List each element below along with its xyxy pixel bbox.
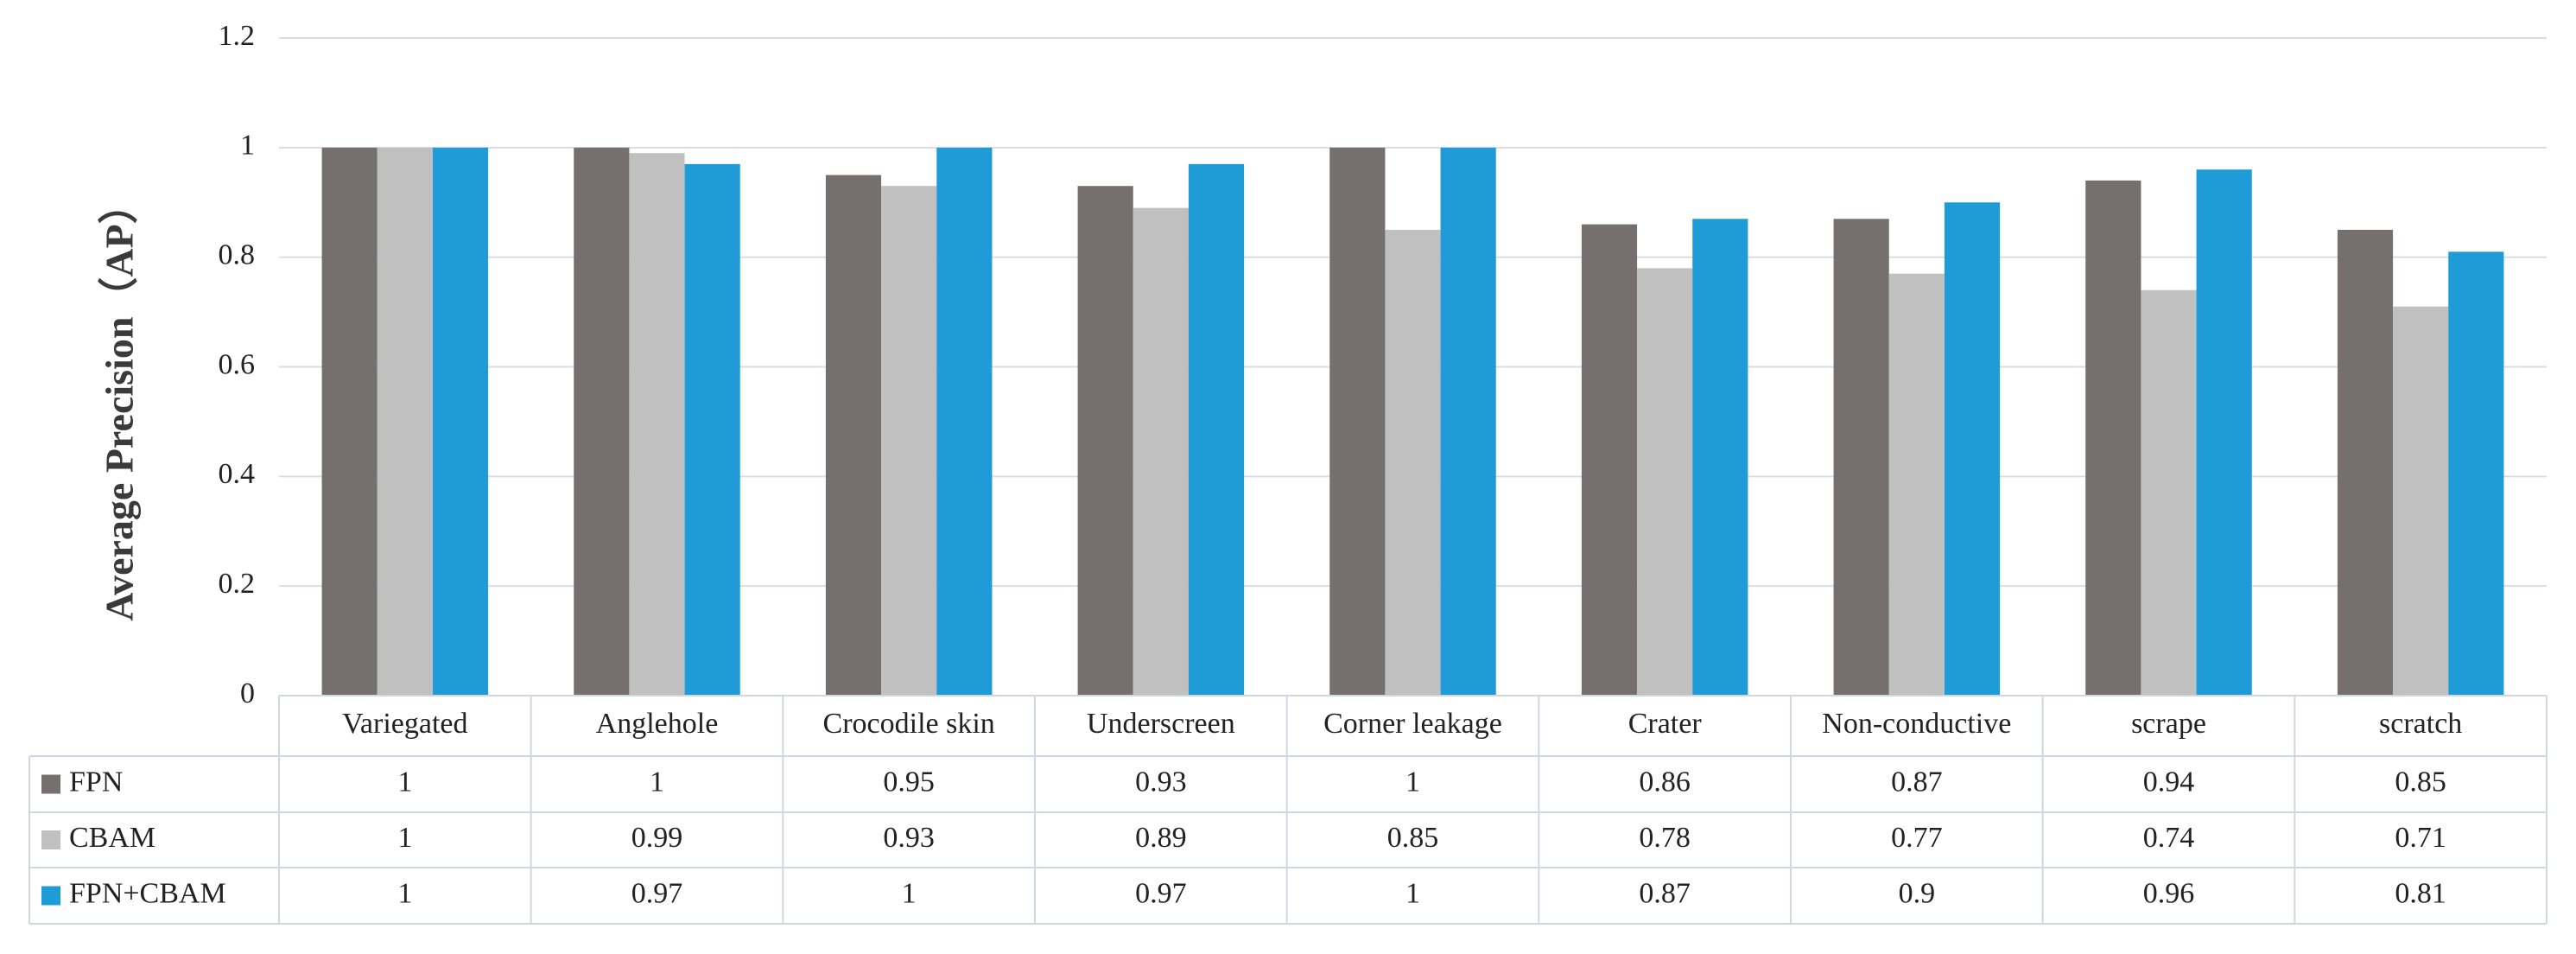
bar — [1581, 224, 1638, 696]
table-value: 0.85 — [2395, 766, 2446, 798]
bar — [1077, 186, 1133, 696]
bar — [684, 163, 740, 696]
table-value: 0.9 — [1899, 877, 1936, 909]
table-value: 0.87 — [1891, 766, 1943, 798]
table-value: 0.99 — [631, 822, 683, 854]
y-tick-label: 0.2 — [219, 568, 256, 600]
bar — [1833, 219, 1889, 696]
table-value: 0.97 — [631, 877, 683, 909]
y-axis-label: Average Precision（AP） — [98, 184, 142, 620]
table-value: 0.97 — [1135, 877, 1187, 909]
bar — [432, 147, 489, 696]
bar — [629, 153, 685, 696]
table-value: 0.71 — [2395, 822, 2446, 854]
x-tick-label: Corner leakage — [1323, 708, 1502, 740]
bar — [1888, 273, 1945, 696]
x-tick-label: scratch — [2379, 708, 2462, 740]
x-tick-label: Non-conductive — [1822, 708, 2011, 740]
table-value: 0.81 — [2395, 877, 2446, 909]
y-tick-label: 0.8 — [219, 238, 256, 270]
table-value: 1 — [650, 766, 664, 798]
x-tick-label: scrape — [2131, 708, 2206, 740]
legend-swatch — [41, 830, 60, 849]
y-tick-label: 0 — [240, 677, 255, 709]
table-value: 1 — [1405, 877, 1420, 909]
legend-label: FPN+CBAM — [69, 877, 226, 909]
y-tick-label: 1 — [240, 130, 255, 162]
x-tick-label: Underscreen — [1087, 708, 1235, 740]
table-value: 0.87 — [1639, 877, 1691, 909]
y-tick-label: 0.4 — [219, 458, 256, 490]
table-value: 0.77 — [1891, 822, 1943, 854]
bar — [2337, 229, 2394, 696]
table-value: 1 — [397, 822, 412, 854]
bar — [2196, 169, 2252, 696]
table-value: 0.89 — [1135, 822, 1187, 854]
bar — [1944, 202, 2001, 696]
table-value: 1 — [397, 766, 412, 798]
bar — [1692, 219, 1748, 696]
table-value: 0.86 — [1639, 766, 1691, 798]
bar — [1133, 207, 1189, 696]
table-value: 1 — [1405, 766, 1420, 798]
legend-swatch — [41, 886, 60, 906]
table-value: 0.85 — [1387, 822, 1439, 854]
table-value: 0.93 — [1135, 766, 1187, 798]
table-value: 0.93 — [883, 822, 935, 854]
table-value: 0.78 — [1639, 822, 1691, 854]
bar — [2448, 251, 2504, 696]
bar — [377, 147, 433, 696]
bar — [1385, 229, 1441, 696]
legend-swatch — [41, 774, 60, 794]
bar — [574, 147, 630, 696]
bar — [936, 147, 993, 696]
table-value: 0.74 — [2143, 822, 2195, 854]
y-tick-label: 0.6 — [219, 348, 256, 380]
bar — [321, 147, 378, 696]
table-value: 0.95 — [883, 766, 935, 798]
x-tick-label: Crocodile skin — [823, 708, 995, 740]
x-tick-label: Crater — [1628, 708, 1703, 740]
table-value: 1 — [397, 877, 412, 909]
y-tick-label: 1.2 — [219, 20, 256, 52]
bar — [2393, 306, 2449, 696]
legend-label: FPN — [69, 766, 123, 798]
table-value: 1 — [902, 877, 917, 909]
table-value: 0.96 — [2143, 877, 2195, 909]
table-value: 0.94 — [2143, 766, 2195, 798]
bar — [1637, 268, 1693, 696]
bar — [2141, 289, 2197, 696]
bar — [1329, 147, 1386, 696]
bar — [2085, 180, 2141, 696]
bar — [1188, 163, 1245, 696]
x-tick-label: Anglehole — [596, 708, 719, 740]
bar — [825, 175, 882, 696]
legend-label: CBAM — [69, 822, 155, 854]
bar — [881, 186, 937, 696]
x-tick-label: Variegated — [342, 708, 467, 740]
bar — [1440, 147, 1496, 696]
